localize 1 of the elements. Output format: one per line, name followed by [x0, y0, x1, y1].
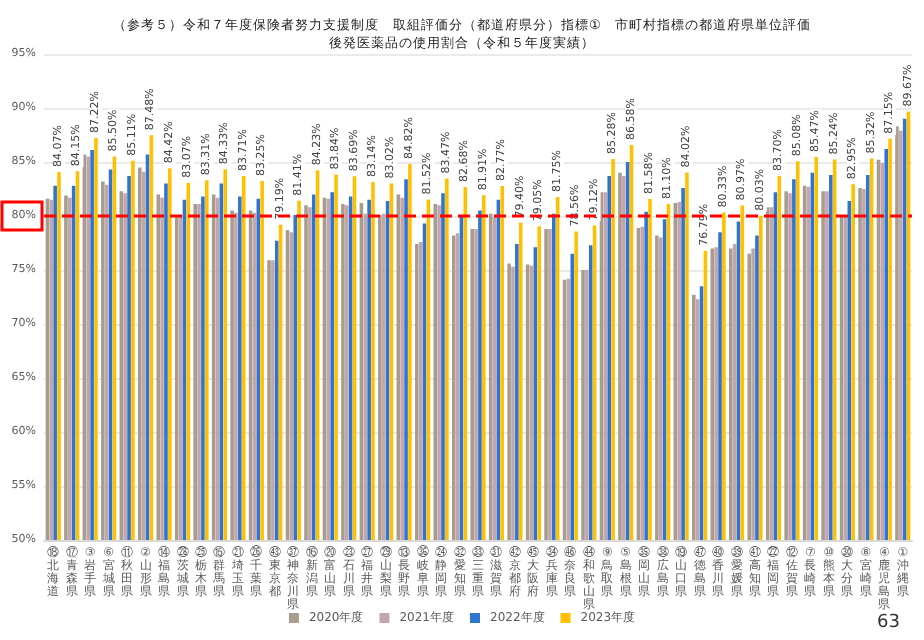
text: 63	[877, 613, 900, 633]
